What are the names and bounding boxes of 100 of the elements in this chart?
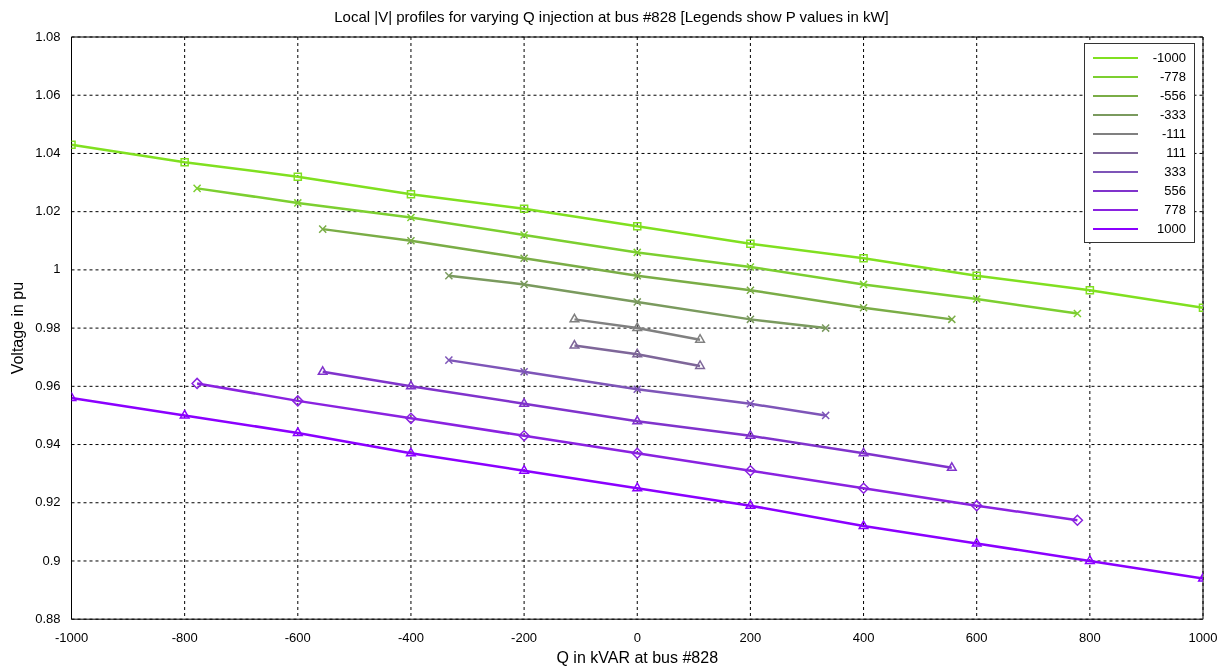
point [406, 189, 416, 199]
point [405, 447, 417, 457]
y-tick-label: 0.9 [42, 552, 61, 568]
y-tick-label: 0.88 [35, 610, 61, 626]
point [632, 248, 642, 257]
point [632, 415, 643, 425]
x-tick-label: -400 [397, 629, 424, 645]
point [632, 322, 643, 332]
point [858, 520, 869, 530]
legend-label: -1000 [1151, 50, 1186, 65]
x-tick-label: -200 [511, 629, 538, 645]
point [971, 537, 982, 547]
x-tick-label: 0 [633, 629, 641, 645]
point [632, 384, 642, 394]
point [972, 271, 981, 280]
point [519, 204, 529, 214]
point [970, 499, 983, 512]
legend-label: 1000 [1156, 221, 1186, 236]
point [406, 236, 416, 246]
x-tick-label: -600 [284, 629, 311, 645]
point [519, 398, 530, 408]
point [632, 297, 642, 307]
point [821, 323, 830, 333]
y-tick-label: 0.94 [35, 436, 61, 452]
y-tick-label: 0.92 [35, 494, 61, 510]
point [1071, 514, 1084, 526]
point [1085, 285, 1095, 295]
y-tick-label: 0.96 [35, 377, 61, 393]
chart-title: Local |V| profiles for varying Q injection at bus #828 [Legends show P values in kW] [333, 8, 890, 25]
point [746, 239, 755, 248]
point [947, 315, 957, 324]
point [858, 447, 869, 457]
point [821, 411, 830, 420]
y-tick-label: 1.04 [35, 145, 61, 161]
legend-label: 333 [1163, 164, 1186, 179]
point [632, 271, 642, 280]
point [405, 380, 417, 390]
point [518, 430, 530, 442]
point [744, 464, 757, 477]
point [293, 172, 303, 182]
x-tick-label: 200 [739, 629, 762, 645]
point [293, 198, 303, 208]
point [192, 184, 202, 193]
x-axis-title: Q in kVAR at bus #828 [556, 648, 719, 666]
x-tick-label: -1000 [54, 629, 89, 645]
point [519, 230, 529, 240]
point [569, 339, 580, 349]
point [859, 303, 868, 313]
point [746, 315, 755, 324]
legend-label: -556 [1158, 88, 1186, 103]
point [972, 294, 981, 304]
y-tick-label: 1.02 [35, 203, 61, 219]
point [746, 285, 755, 295]
point [746, 399, 755, 409]
legend-label: 556 [1163, 183, 1186, 198]
point [857, 482, 870, 494]
point [746, 262, 755, 272]
y-tick-label: 0.98 [35, 319, 61, 335]
legend-label: 778 [1163, 202, 1186, 217]
point [569, 313, 580, 323]
point [292, 395, 304, 407]
point [946, 462, 957, 472]
legend-label: 111 [1165, 145, 1186, 160]
point [694, 333, 706, 343]
x-tick-label: 400 [852, 629, 875, 645]
point [292, 427, 303, 437]
x-tick-label: 1000 [1188, 629, 1218, 645]
point [859, 280, 868, 289]
y-tick-label: 1.06 [35, 86, 61, 102]
point [631, 447, 643, 460]
point [519, 280, 529, 289]
point [1084, 555, 1095, 565]
point [179, 409, 190, 419]
point [859, 253, 868, 263]
point [745, 430, 756, 440]
x-tick-label: 800 [1079, 629, 1101, 645]
point [1073, 309, 1082, 318]
point [406, 213, 416, 222]
point [519, 253, 529, 263]
legend-label: -111 [1160, 126, 1186, 141]
point [745, 499, 756, 509]
legend-label: -778 [1158, 69, 1186, 84]
point [180, 157, 189, 167]
y-tick-label: 1 [53, 261, 61, 277]
point [632, 221, 642, 231]
point [444, 271, 454, 280]
point [694, 360, 706, 370]
point [317, 366, 328, 376]
point [405, 412, 417, 425]
point [632, 348, 643, 358]
x-tick-label: 600 [965, 629, 988, 645]
point [519, 464, 530, 474]
point [191, 377, 203, 390]
y-tick-label: 1.08 [35, 28, 61, 44]
point [318, 224, 327, 234]
y-axis-title: Voltage in pu [9, 281, 27, 375]
legend-label: -333 [1158, 107, 1186, 122]
point [632, 482, 643, 492]
point [519, 367, 529, 377]
x-tick-label: -800 [171, 629, 198, 645]
